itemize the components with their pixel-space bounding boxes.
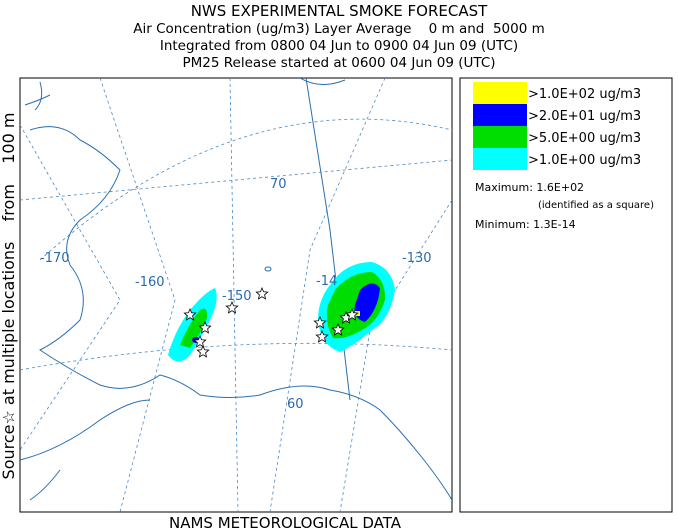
coastline [34, 78, 346, 111]
plume-high [354, 283, 380, 322]
maximum: Maximum: 1.6E+02 [475, 181, 584, 194]
grid-line [20, 159, 452, 201]
subtitle: Air Concentration (ug/m3) Layer Average … [133, 21, 545, 37]
maximum-note: (identified as a square) [538, 200, 654, 211]
subtitle: PM25 Release started at 0600 04 Jun 09 (… [182, 55, 495, 71]
grid-line [39, 118, 452, 261]
legend-swatch [473, 104, 527, 126]
grid-line [229, 78, 239, 512]
coastline [20, 399, 151, 501]
latitude-label: 70 [270, 177, 287, 192]
source-star [313, 315, 327, 329]
source-star [255, 286, 269, 300]
grid-line [339, 199, 452, 512]
legend-label: >1.0E+02 ug/m3 [528, 87, 641, 102]
smoke-plumes [168, 262, 395, 362]
title: NWS EXPERIMENTAL SMOKE FORECAST [191, 2, 488, 20]
source-star [225, 300, 239, 314]
source-star [315, 329, 329, 343]
minimum: Minimum: 1.3E-14 [475, 218, 576, 231]
legend: Maximum: 1.6E+02 (identified as a square… [459, 77, 673, 513]
source-star [198, 320, 212, 334]
legend-label: >1.0E+00 ug/m3 [528, 153, 641, 168]
coastline [24, 94, 452, 501]
legend-swatch [473, 82, 527, 104]
longitude-label: -14 [316, 274, 337, 289]
plume-mid [180, 308, 208, 348]
source-star [196, 344, 210, 358]
source-star [183, 307, 197, 321]
footer: NAMS METEOROLOGICAL DATA [169, 514, 402, 532]
source-star [193, 334, 207, 348]
legend-label: >5.0E+00 ug/m3 [528, 131, 641, 146]
grid-line [20, 124, 121, 451]
longitude-label: -170 [40, 251, 70, 266]
longitude-label: -150 [222, 289, 252, 304]
source-star [331, 322, 345, 336]
subtitle: Integrated from 0800 04 Jun to 0900 04 J… [160, 38, 518, 54]
legend-label: >2.0E+01 ug/m3 [528, 109, 641, 124]
latitude-label: 60 [287, 397, 304, 412]
grid-line [269, 78, 386, 512]
side-label: Source☆ at multiple locations from 100 m [0, 113, 18, 480]
longitude-label: -130 [402, 251, 432, 266]
grid-line [99, 78, 176, 512]
legend-swatch [473, 126, 527, 148]
longitude-label: -160 [135, 275, 165, 290]
source-star [345, 307, 359, 321]
legend-swatch [473, 148, 527, 170]
island [264, 266, 272, 272]
map: -170 -160 -150 -14 -130 70 60 [19, 77, 453, 513]
